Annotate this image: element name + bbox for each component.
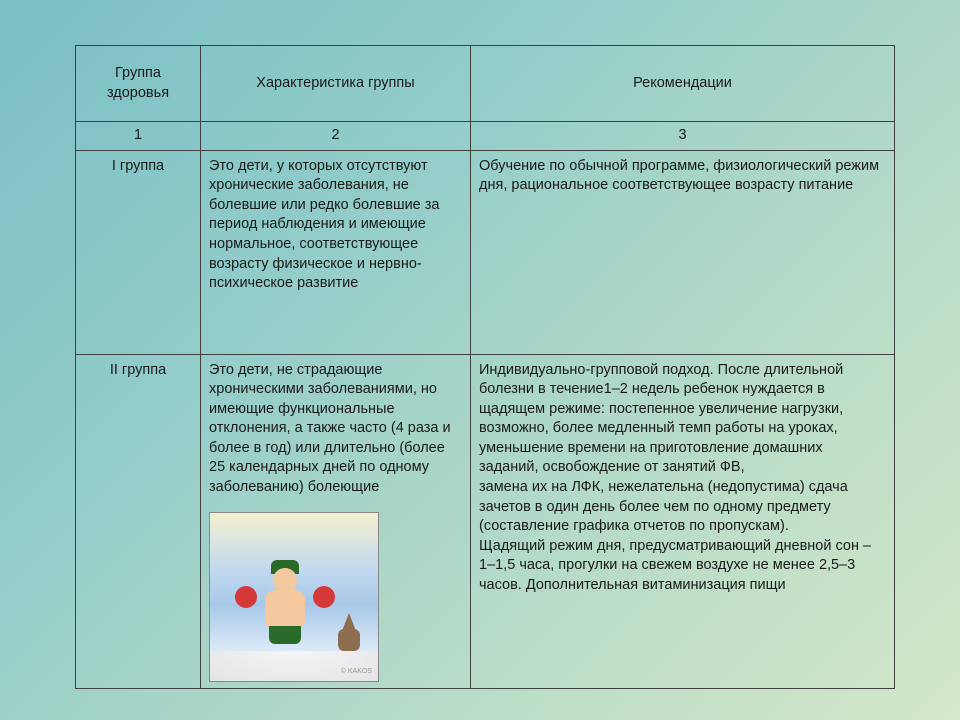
colnum-3: 3 <box>471 122 895 151</box>
group-1-characteristics: Это дети, у которых отсутствуют хроничес… <box>201 150 471 354</box>
illustration-image: © KAKOS <box>209 512 379 682</box>
group-1-name: I группа <box>76 150 201 354</box>
colnum-1: 1 <box>76 122 201 151</box>
group-2-name: II группа <box>76 354 201 688</box>
group-2-characteristics: Это дети, не страдающие хроническими заб… <box>201 354 471 688</box>
header-characteristics: Характеристика группы <box>201 46 471 122</box>
group-2-char-text: Это дети, не страдающие хроническими заб… <box>209 361 462 498</box>
group-1-recommendations: Обучение по обычной программе, физиологи… <box>471 150 895 354</box>
header-group: Группа здоровья <box>76 46 201 122</box>
group-2-recommendations: Индивидуально-групповой подход. После дл… <box>471 354 895 688</box>
table-header-row: Группа здоровья Характеристика группы Ре… <box>76 46 895 122</box>
table-row: I группа Это дети, у которых отсутствуют… <box>76 150 895 354</box>
illustration-watermark: © KAKOS <box>341 667 372 676</box>
table-row: II группа Это дети, не страдающие хронич… <box>76 354 895 688</box>
colnum-2: 2 <box>201 122 471 151</box>
column-number-row: 1 2 3 <box>76 122 895 151</box>
header-recommendations: Рекомендации <box>471 46 895 122</box>
health-groups-table: Группа здоровья Характеристика группы Ре… <box>75 45 895 689</box>
